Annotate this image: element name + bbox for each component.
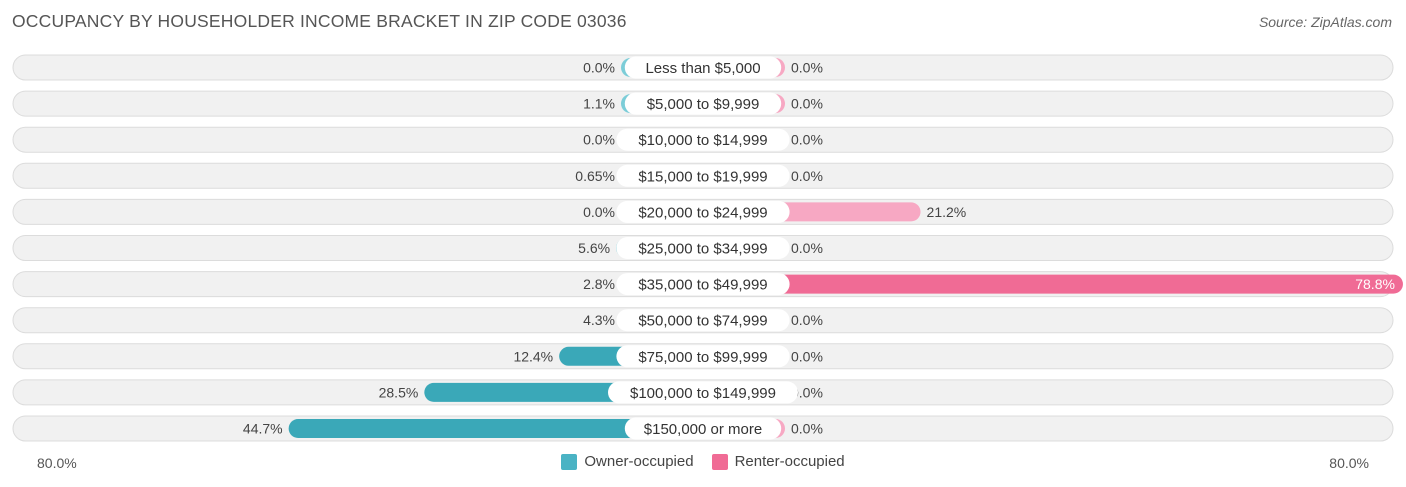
legend-swatch-owner: [561, 453, 578, 470]
category-label: $35,000 to $49,999: [638, 277, 767, 294]
owner-value-label: 12.4%: [513, 348, 553, 364]
category-label: $5,000 to $9,999: [647, 96, 760, 113]
category-pill: [624, 56, 782, 79]
renter-value-label: 0.0%: [791, 384, 823, 400]
category-label: $15,000 to $19,999: [638, 168, 767, 185]
category-pill: [616, 128, 790, 151]
owner-value-label: 0.0%: [583, 204, 615, 220]
owner-value-label: 4.3%: [583, 312, 615, 328]
renter-value-label: 0.0%: [791, 168, 823, 184]
legend-swatch-renter: [711, 453, 728, 470]
category-pill: [624, 92, 782, 115]
category-pill: [616, 273, 790, 296]
owner-value-label: 0.0%: [583, 60, 615, 76]
renter-value-label: 0.0%: [791, 132, 823, 148]
legend-item-renter: Renter-occupied: [711, 453, 845, 470]
category-label: Less than $5,000: [645, 60, 760, 77]
renter-value-label: 21.2%: [927, 204, 967, 220]
category-pill: [608, 381, 798, 404]
owner-value-label: 0.65%: [575, 168, 615, 184]
category-label: $100,000 to $149,999: [630, 385, 776, 402]
owner-value-label: 1.1%: [583, 96, 615, 112]
owner-value-label: 0.0%: [583, 132, 615, 148]
renter-value-label: 0.0%: [791, 348, 823, 364]
category-pill: [616, 200, 790, 223]
category-label: $50,000 to $74,999: [638, 313, 767, 330]
legend-item-owner: Owner-occupied: [561, 453, 694, 470]
category-label: $10,000 to $14,999: [638, 132, 767, 149]
legend-label-owner: Owner-occupied: [584, 453, 694, 470]
category-pill: [624, 417, 782, 440]
renter-value-label: 0.0%: [791, 240, 823, 256]
renter-value-label: 0.0%: [791, 96, 823, 112]
category-label: $75,000 to $99,999: [638, 349, 767, 366]
category-label: $25,000 to $34,999: [638, 241, 767, 258]
renter-value-label: 0.0%: [791, 312, 823, 328]
category-pill: [616, 237, 790, 259]
category-label: $150,000 or more: [644, 421, 762, 438]
legend-label-renter: Renter-occupied: [734, 453, 845, 470]
legend: Owner-occupied Renter-occupied: [0, 453, 1406, 470]
owner-value-label: 5.6%: [578, 240, 610, 256]
category-pill: [616, 164, 790, 187]
renter-value-label: 0.0%: [791, 60, 823, 76]
category-pill: [616, 345, 790, 368]
source-label: Source: ZipAtlas.com: [1258, 14, 1392, 30]
owner-bar: [288, 419, 703, 438]
axis-left-label: 80.0%: [37, 455, 77, 471]
category-pill: [616, 309, 790, 332]
renter-value-label: 0.0%: [791, 421, 823, 437]
chart-title: OCCUPANCY BY HOUSEHOLDER INCOME BRACKET …: [12, 11, 627, 31]
category-label: $20,000 to $24,999: [638, 204, 767, 221]
renter-bar: [703, 274, 1403, 294]
axis-right-label: 80.0%: [1329, 455, 1369, 471]
owner-value-label: 28.5%: [379, 384, 419, 400]
owner-value-label: 44.7%: [243, 421, 283, 437]
owner-value-label: 2.8%: [583, 276, 615, 292]
renter-value-label: 78.8%: [1355, 276, 1395, 292]
